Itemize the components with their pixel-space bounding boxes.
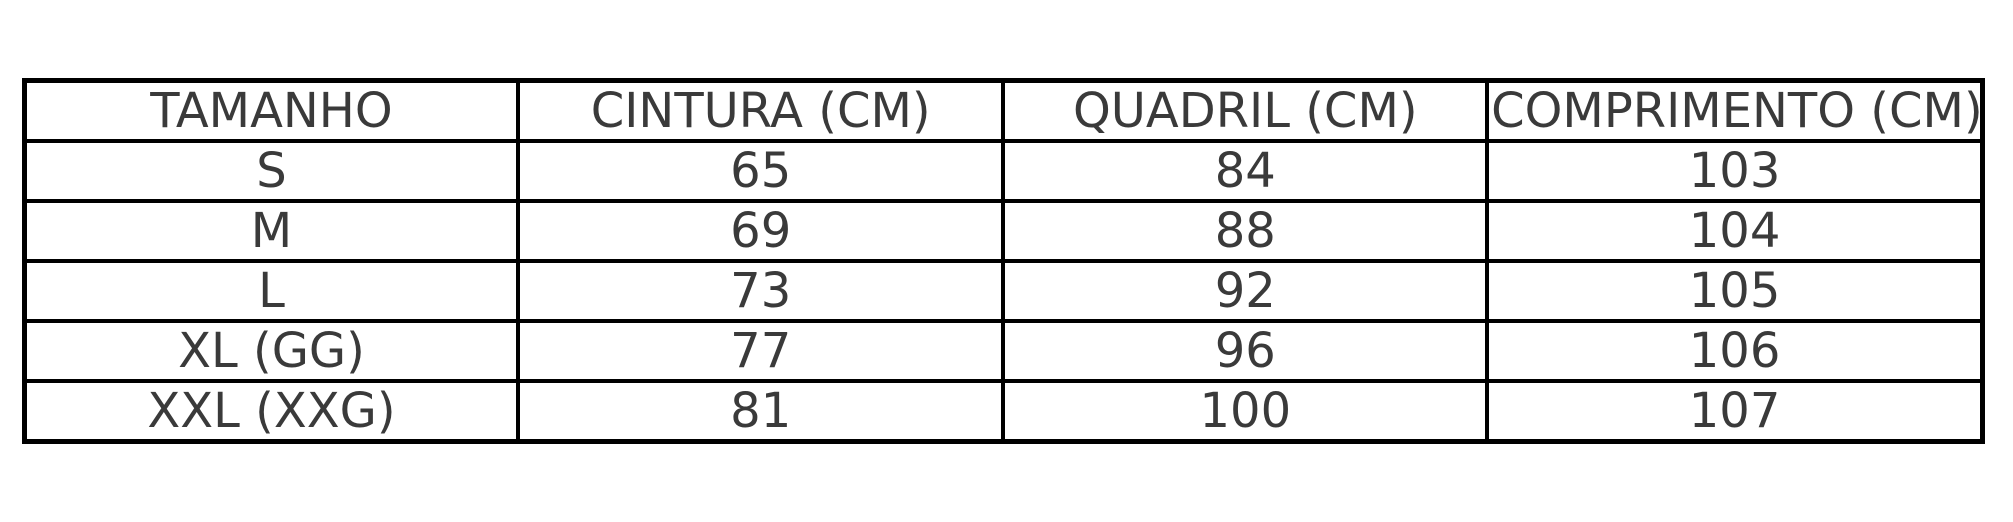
table-row-xxl: XXL (XXG) 81 100 107 (22, 379, 1985, 444)
cell-comprimento: 105 (1485, 259, 1985, 323)
cell-cintura: 81 (515, 379, 1006, 444)
header-row: TAMANHO CINTURA (CM) QUADRIL (CM) COMPRI… (22, 78, 1985, 143)
cell-quadril: 100 (1001, 379, 1490, 444)
cell-size: S (22, 139, 520, 203)
cell-size: XL (GG) (22, 319, 520, 383)
size-chart-table: TAMANHO CINTURA (CM) QUADRIL (CM) COMPRI… (22, 78, 1985, 444)
cell-comprimento: 106 (1485, 319, 1985, 383)
cell-size: XXL (XXG) (22, 379, 520, 444)
cell-quadril: 84 (1001, 139, 1490, 203)
cell-quadril: 96 (1001, 319, 1490, 383)
table-row-l: L 73 92 105 (22, 259, 1985, 323)
cell-quadril: 88 (1001, 199, 1490, 263)
table-header: TAMANHO CINTURA (CM) QUADRIL (CM) COMPRI… (22, 78, 1985, 143)
cell-quadril: 92 (1001, 259, 1490, 323)
table-row-s: S 65 84 103 (22, 139, 1985, 203)
cell-cintura: 73 (515, 259, 1006, 323)
cell-comprimento: 103 (1485, 139, 1985, 203)
column-header-cintura: CINTURA (CM) (515, 78, 1006, 143)
cell-cintura: 77 (515, 319, 1006, 383)
cell-cintura: 69 (515, 199, 1006, 263)
cell-size: M (22, 199, 520, 263)
column-header-tamanho: TAMANHO (22, 78, 520, 143)
table-body: S 65 84 103 M 69 88 104 L 73 92 105 XL (… (22, 139, 1985, 444)
column-header-comprimento: COMPRIMENTO (CM) (1485, 78, 1985, 143)
cell-size: L (22, 259, 520, 323)
table-row-m: M 69 88 104 (22, 199, 1985, 263)
column-header-quadril: QUADRIL (CM) (1001, 78, 1490, 143)
cell-comprimento: 107 (1485, 379, 1985, 444)
table-row-xl: XL (GG) 77 96 106 (22, 319, 1985, 383)
cell-comprimento: 104 (1485, 199, 1985, 263)
cell-cintura: 65 (515, 139, 1006, 203)
